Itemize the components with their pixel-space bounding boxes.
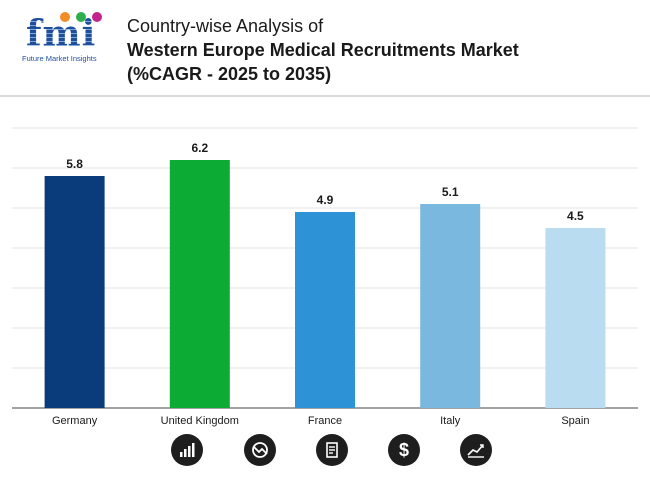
- title-line-2: Western Europe Medical Recruitments Mark…: [127, 40, 519, 60]
- header-divider: [0, 95, 650, 97]
- data-label: 5.1: [442, 185, 459, 199]
- logo-dot-magenta: [92, 12, 102, 22]
- bar-france: [295, 212, 355, 408]
- bar-spain: [545, 228, 606, 408]
- title-line-3: (%CAGR - 2025 to 2035): [127, 64, 332, 84]
- line-chart-icon: [460, 434, 492, 466]
- bar-chart: 5.8 Germany 6.2 United Kingdom 4.9 France 5.1 I…: [12, 127, 638, 427]
- data-label: 6.2: [191, 141, 208, 155]
- bar-chart-icon: [171, 434, 203, 466]
- logo-dot-green: [76, 12, 86, 22]
- chart-title: Country-wise Analysis of Western Europe …: [127, 14, 627, 86]
- x-tick-label: France: [308, 415, 342, 427]
- footer-icon-row: $: [0, 434, 650, 474]
- title-line-1: Country-wise Analysis of: [127, 16, 324, 36]
- x-tick-label: United Kingdom: [161, 415, 239, 427]
- x-tick-label: Spain: [561, 415, 589, 427]
- document-icon: [316, 434, 348, 466]
- logo-subtitle: Future Market Insights: [22, 54, 97, 63]
- dollar-icon: $: [388, 434, 420, 466]
- logo-letters: fmi: [26, 13, 97, 55]
- trend-down-icon: [244, 434, 276, 466]
- fmi-logo: fmi Future Market Insights: [22, 12, 112, 64]
- bar-italy: [420, 204, 481, 408]
- bar-united-kingdom: [169, 160, 230, 408]
- bar-germany: [44, 176, 105, 408]
- x-tick-label: Italy: [440, 415, 461, 427]
- svg-text:$: $: [399, 440, 409, 460]
- data-label: 5.8: [66, 157, 83, 171]
- data-label: 4.5: [567, 209, 584, 223]
- data-label: 4.9: [317, 193, 334, 207]
- x-tick-label: Germany: [52, 415, 98, 427]
- logo-dot-orange: [60, 12, 70, 22]
